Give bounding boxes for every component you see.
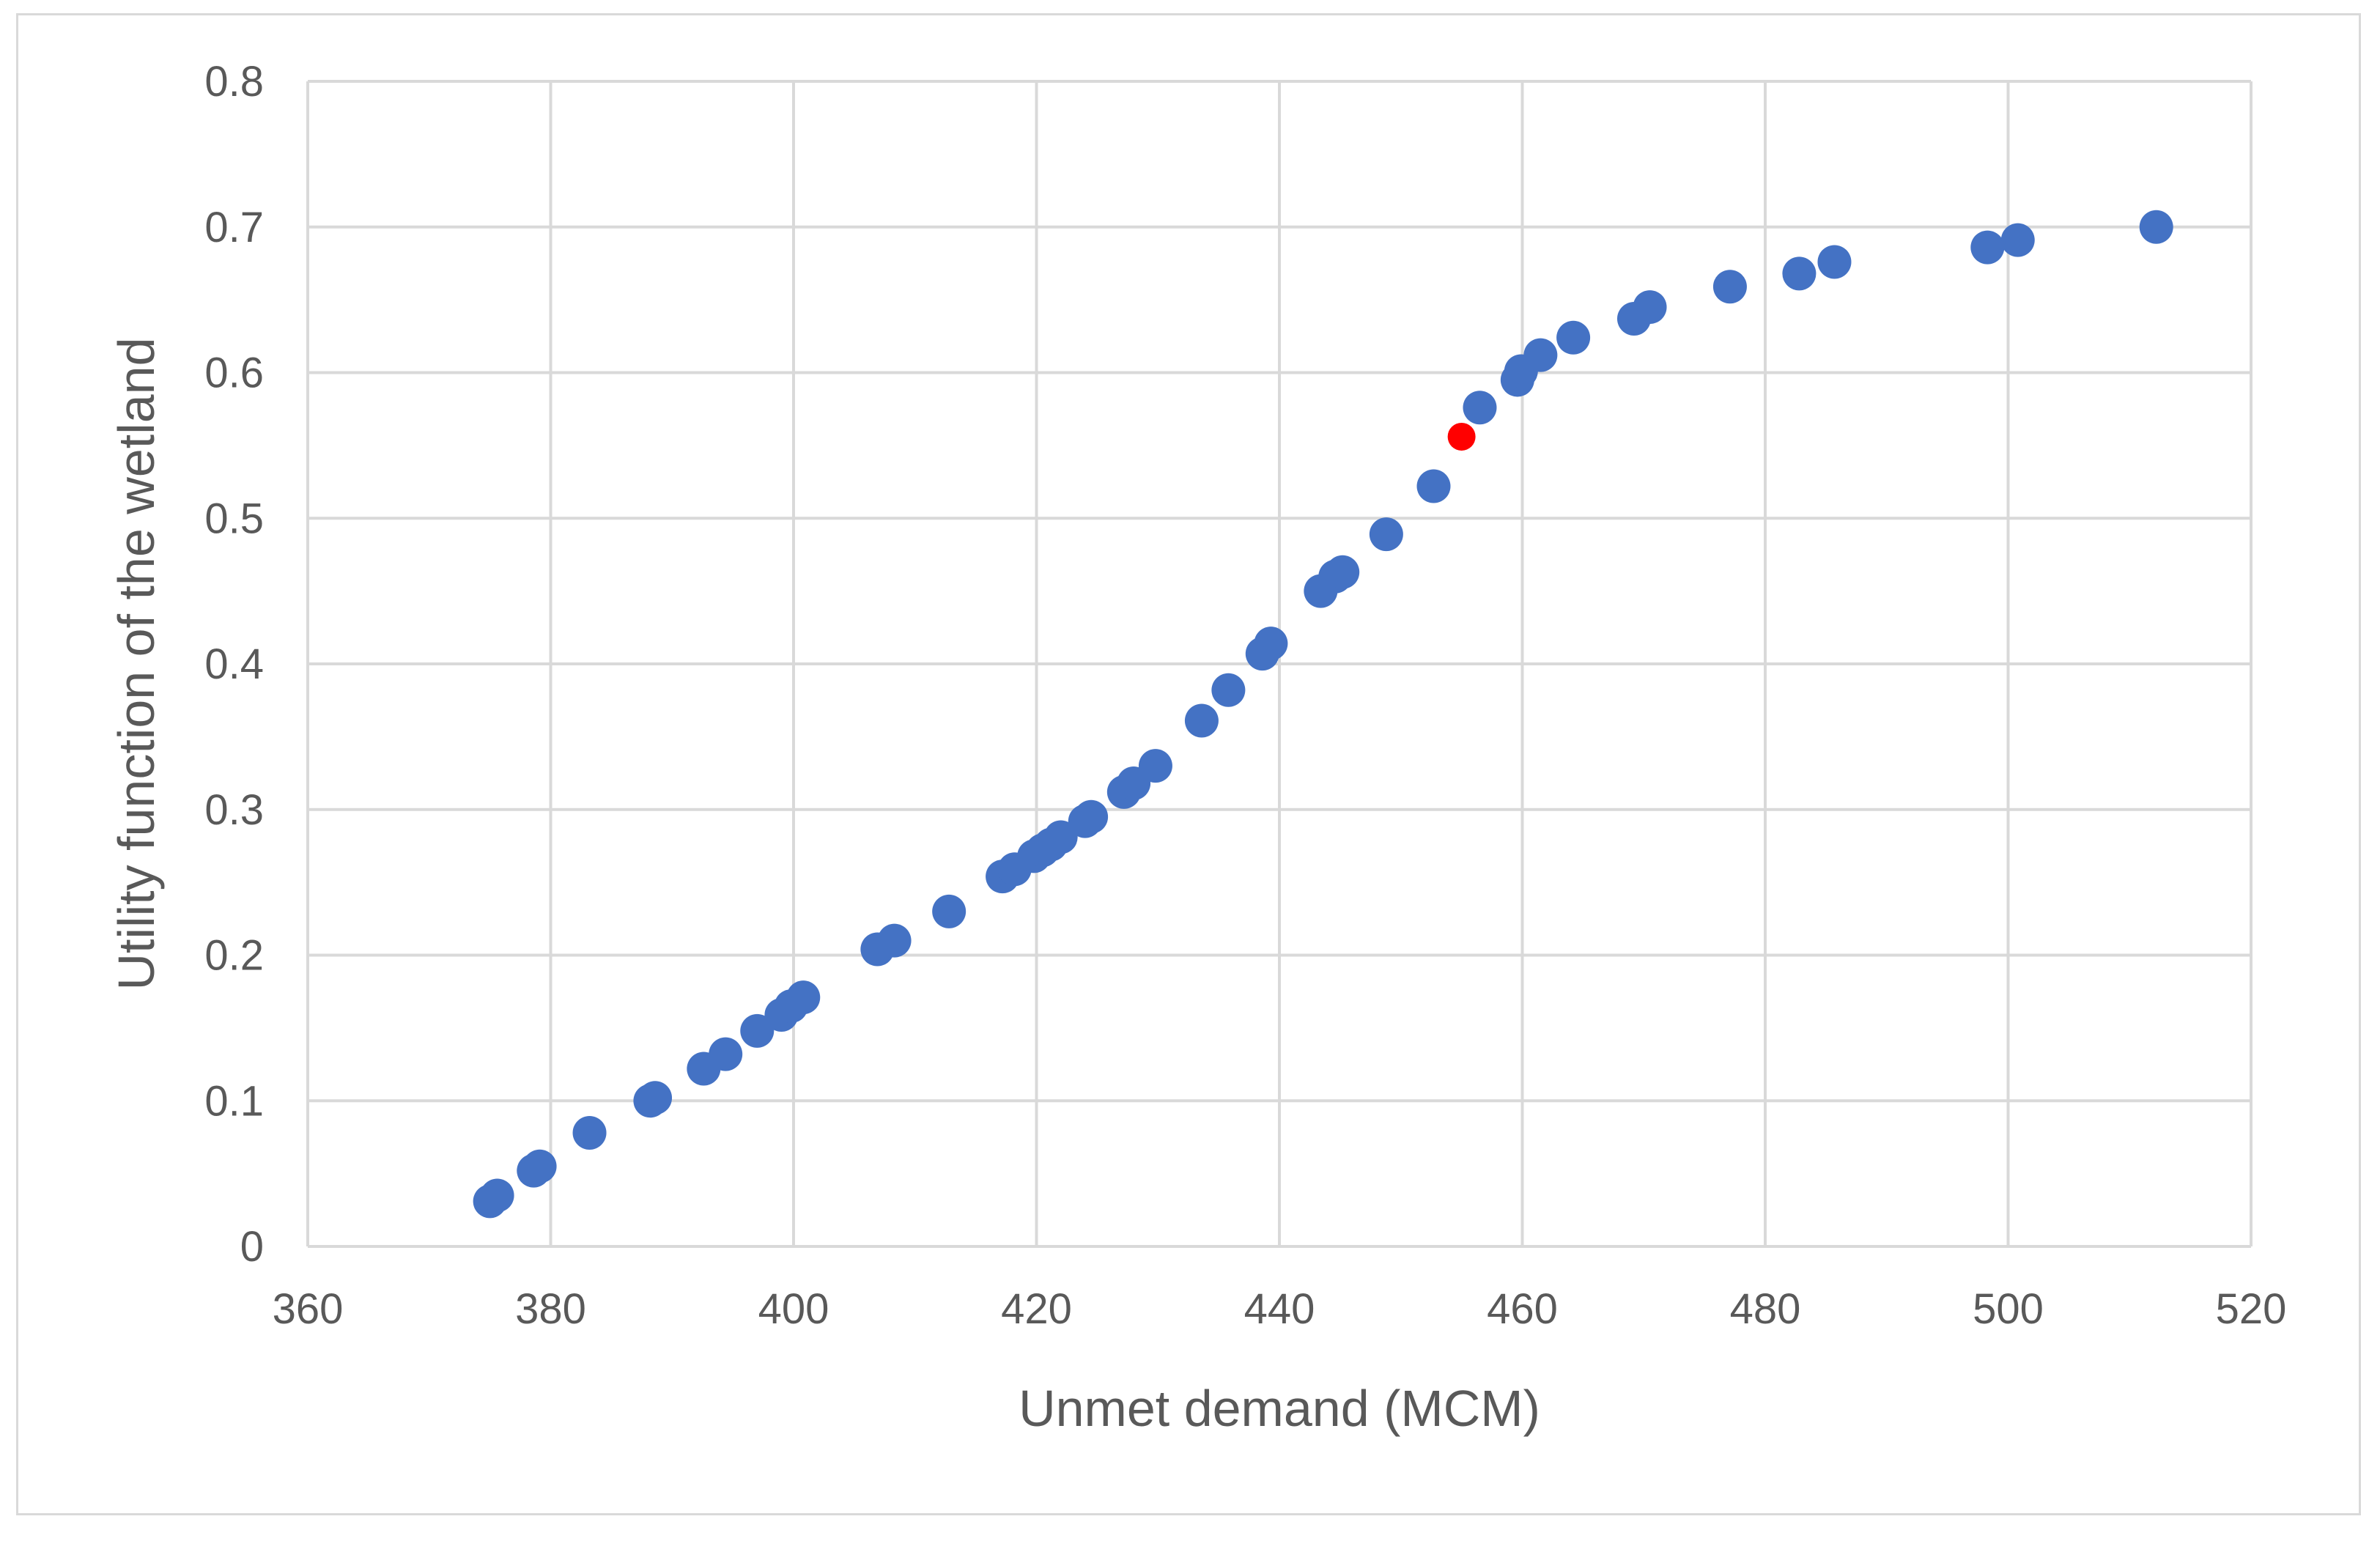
x-tick-label: 500 xyxy=(1973,1285,2044,1333)
data-point xyxy=(572,1115,607,1150)
y-tick-label: 0.4 xyxy=(204,640,264,688)
x-tick-label: 440 xyxy=(1244,1285,1315,1333)
data-point xyxy=(932,894,967,928)
data-point xyxy=(1782,256,1817,291)
data-point xyxy=(480,1178,514,1213)
data-point xyxy=(1970,230,2005,265)
y-tick-label: 0 xyxy=(240,1223,264,1271)
x-tick-label: 460 xyxy=(1487,1285,1558,1333)
x-tick-label: 380 xyxy=(515,1285,586,1333)
x-axis-title: Unmet demand (MCM) xyxy=(1019,1380,1540,1437)
data-point xyxy=(1463,391,1497,425)
grid-lines xyxy=(306,80,2252,1248)
data-point xyxy=(1369,517,1403,552)
data-point xyxy=(1211,673,1246,707)
data-point xyxy=(786,980,821,1015)
data-point xyxy=(2000,223,2035,257)
y-tick-label: 0.3 xyxy=(204,786,264,834)
scatter-chart: 360 380 400 420 440 460 480 500 520 0 0.1 0.2 0.3 0.4… xyxy=(108,58,2286,1437)
data-point xyxy=(877,923,912,958)
data-point xyxy=(1556,320,1591,355)
tick-labels: 360 380 400 420 440 460 480 500 520 0 0.1 0.2 0.3 0.4… xyxy=(204,58,2286,1333)
chart-frame: 360 380 400 420 440 460 480 500 520 0 0.1 0.2 0.3 0.4… xyxy=(16,13,2361,1515)
data-point xyxy=(1254,627,1288,661)
data-point xyxy=(1074,799,1109,834)
data-point xyxy=(1184,703,1219,738)
data-point xyxy=(638,1081,673,1115)
x-tick-label: 400 xyxy=(758,1285,829,1333)
data-point xyxy=(1043,820,1078,854)
x-tick-label: 520 xyxy=(2216,1285,2287,1333)
y-tick-label: 0.5 xyxy=(204,495,264,542)
data-point xyxy=(1416,469,1451,503)
data-point xyxy=(1138,749,1172,783)
highlighted-data-point xyxy=(1447,422,1476,451)
data-point xyxy=(2139,210,2173,244)
data-point xyxy=(1633,290,1667,325)
y-tick-label: 0.1 xyxy=(204,1077,264,1125)
x-tick-label: 420 xyxy=(1001,1285,1072,1333)
data-point xyxy=(1712,270,1747,304)
data-point xyxy=(709,1037,743,1071)
data-points xyxy=(473,210,2173,1219)
data-point xyxy=(522,1149,557,1183)
x-tick-label: 480 xyxy=(1730,1285,1801,1333)
y-tick-label: 0.7 xyxy=(204,204,264,251)
data-point xyxy=(1523,338,1558,372)
y-tick-label: 0.2 xyxy=(204,932,264,980)
y-tick-label: 0.6 xyxy=(204,350,264,397)
data-point xyxy=(1326,555,1360,589)
x-tick-label: 360 xyxy=(273,1285,344,1333)
y-tick-label: 0.8 xyxy=(204,58,264,106)
data-point xyxy=(1817,245,1852,279)
y-axis-title: Utility function of the wetland xyxy=(108,337,165,990)
data-point xyxy=(740,1013,775,1048)
